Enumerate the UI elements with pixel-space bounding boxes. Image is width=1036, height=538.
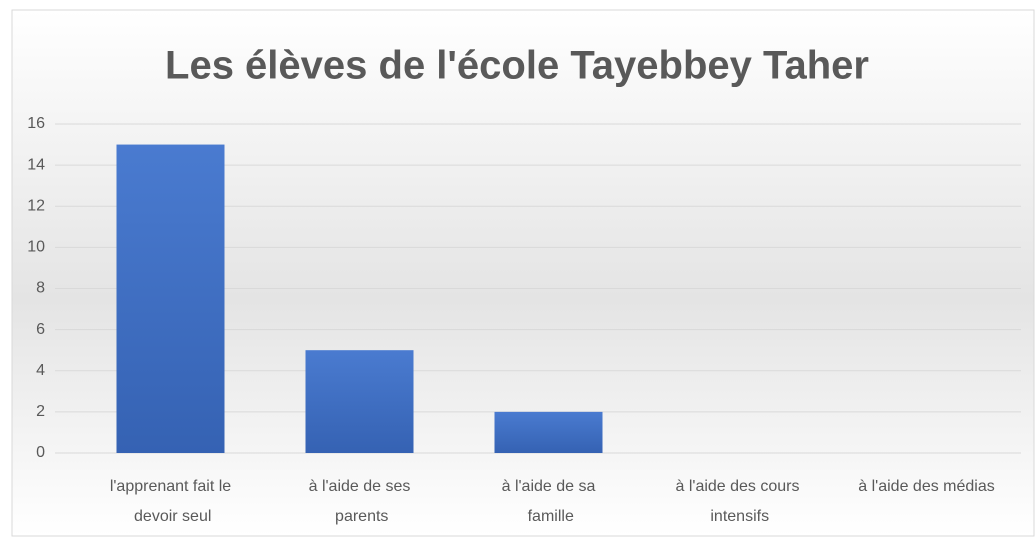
y-tick-label: 16 bbox=[27, 115, 45, 132]
y-tick-label: 8 bbox=[36, 280, 45, 297]
y-tick-label: 2 bbox=[36, 403, 45, 420]
bar bbox=[305, 350, 414, 453]
y-tick-label: 14 bbox=[27, 156, 45, 173]
y-tick-label: 10 bbox=[27, 239, 45, 256]
x-tick-label: à l'aide de ses parents bbox=[309, 478, 411, 525]
y-tick-label: 12 bbox=[27, 197, 45, 214]
x-tick-label: l'apprenant fait le devoir seul bbox=[110, 478, 231, 525]
x-tick-label: à l'aide des cours intensifs bbox=[675, 478, 799, 525]
y-tick-label: 6 bbox=[36, 321, 45, 338]
chart-title: Les élèves de l'école Tayebbey Taher bbox=[165, 44, 869, 88]
y-tick-label: 0 bbox=[36, 444, 45, 461]
bar bbox=[494, 411, 603, 453]
x-tick-label: à l'aide de sa famille bbox=[502, 478, 596, 525]
y-tick-label: 4 bbox=[36, 362, 45, 379]
bar bbox=[116, 144, 225, 453]
x-tick-label: à l'aide des médias bbox=[858, 478, 994, 495]
